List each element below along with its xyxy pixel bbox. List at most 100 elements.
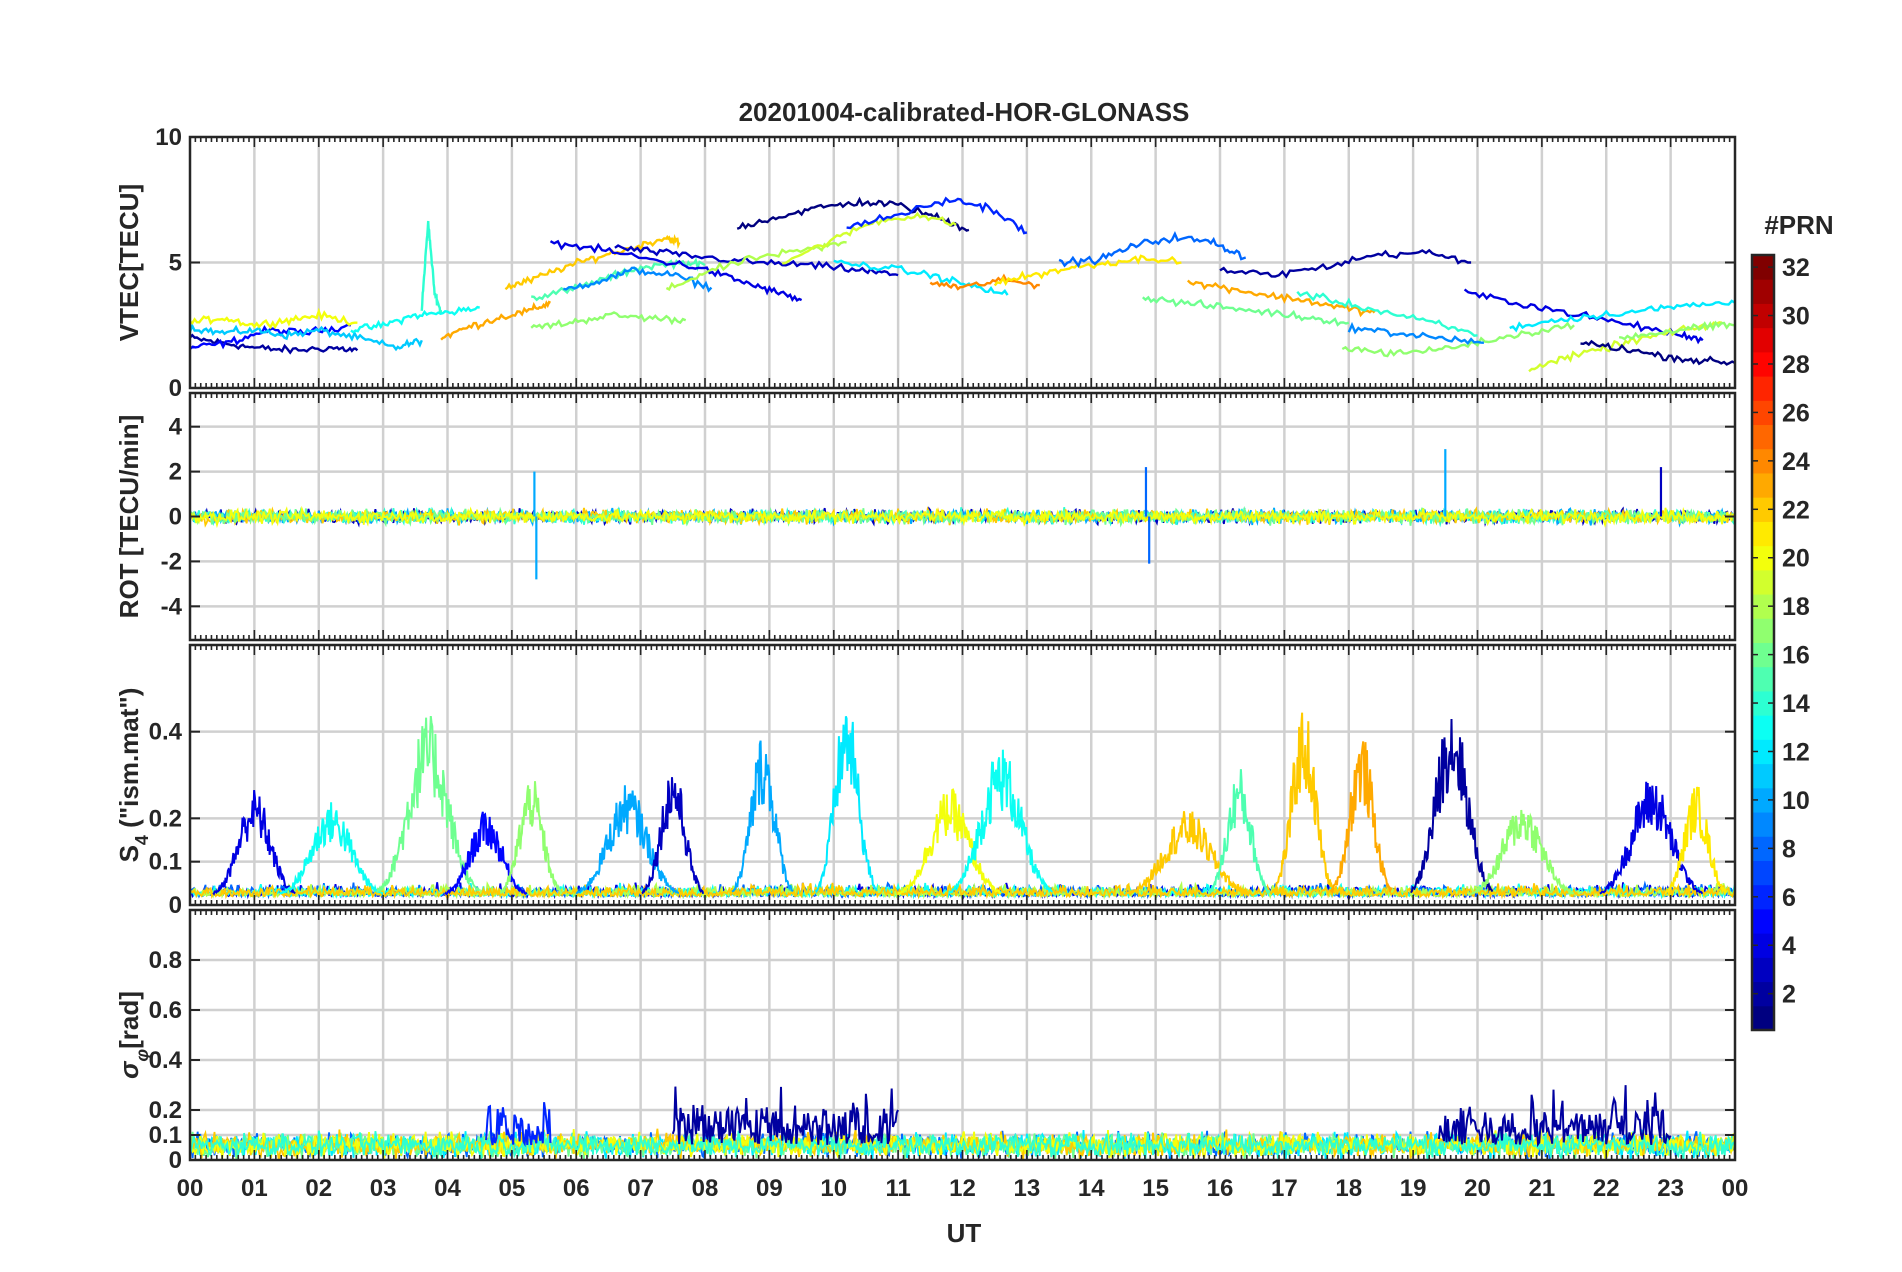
peak-prn-22 [1271, 712, 1335, 893]
chart-title: 20201004-calibrated-HOR-GLONASS [739, 97, 1190, 127]
y-axis-label: S4 ("ism.mat") [114, 688, 152, 863]
series-prn-23 [440, 300, 551, 341]
y-axis-label: ROT [TECU/min] [114, 415, 144, 619]
series-prn-1 [736, 196, 970, 232]
data-lines [190, 449, 1735, 580]
data-lines [190, 196, 1735, 373]
colorbar-swatch [1752, 255, 1774, 280]
colorbar-swatch [1752, 787, 1774, 813]
colorbar-label: #PRN [1764, 210, 1833, 240]
colorbar-swatch [1752, 303, 1774, 329]
series-prn-4 [549, 239, 803, 303]
x-tick-label: 01 [241, 1175, 268, 1202]
colorbar-swatch [1752, 642, 1774, 668]
colorbar-tick-label: 2 [1782, 981, 1796, 1009]
x-ticks [189, 645, 1736, 905]
burst-prn-2 [1437, 1085, 1672, 1148]
peak-prn-17 [499, 781, 563, 895]
colorbar-swatch [1752, 497, 1774, 522]
x-tick-label: 16 [1207, 1175, 1234, 1202]
peak-prn-13 [279, 802, 384, 895]
series-prn-12 [1509, 299, 1735, 333]
colorbar-tick-label: 10 [1782, 787, 1810, 815]
colorbar-swatch [1752, 884, 1774, 910]
series-prn-6 [846, 196, 1028, 235]
x-tick-label: 22 [1593, 1175, 1620, 1202]
y-tick-label: 10 [155, 124, 182, 151]
colorbar-tick-label: 12 [1782, 738, 1810, 766]
y-axis-label: VTEC[TECU] [114, 184, 144, 341]
peak-prn-10 [575, 785, 679, 895]
colorbar-swatch [1752, 376, 1774, 401]
y-tick-label: 0 [169, 892, 182, 919]
colorbar-swatch [1752, 690, 1774, 716]
panel-rot: -4 -2 0 2 4 ROT [TECU/min] [114, 391, 1737, 642]
x-tick-label: 15 [1142, 1175, 1169, 1202]
x-tick-label: 00 [177, 1175, 204, 1202]
y-ticks: 0 5 10 [155, 124, 1735, 402]
y-tick-label: 5 [169, 250, 182, 277]
y-tick-label: 0.4 [149, 719, 183, 746]
x-tick-label: 11 [885, 1175, 910, 1202]
series-prn-9 [563, 266, 713, 293]
colorbar-tick-label: 18 [1782, 593, 1810, 621]
colorbar-tick-label: 22 [1782, 496, 1810, 524]
peak-prn-13 [948, 749, 1054, 894]
peak-prn-12 [814, 715, 878, 894]
panel-sigma: 00.10.2 0.4 0.6 0.8 σφ[rad] [114, 908, 1737, 1174]
y-axis-label: σφ[rad] [114, 991, 152, 1079]
peak-prn-17 [1470, 809, 1575, 896]
x-tick-label: 17 [1271, 1175, 1298, 1202]
y-tick-label: -2 [161, 548, 182, 575]
x-tick-label: 07 [627, 1175, 654, 1202]
y-tick-label: -4 [161, 593, 183, 620]
peak-prn-5 [444, 811, 528, 896]
series-prn-2 [1219, 248, 1472, 279]
colorbar-swatch [1752, 472, 1774, 498]
x-tick-label: 04 [434, 1175, 461, 1202]
colorbar-tick-label: 32 [1782, 254, 1810, 282]
y-ticks: 00.10.2 0.4 0.6 0.8 [149, 947, 1735, 1174]
y-tick-label: 0.8 [149, 947, 182, 974]
x-ticks [189, 910, 1736, 1160]
x-ticks [189, 393, 1736, 640]
x-tick-label: 02 [305, 1175, 332, 1202]
colorbar-swatch [1752, 812, 1774, 837]
series-prn-20 [190, 505, 1735, 529]
x-tick-label: 18 [1335, 1175, 1362, 1202]
series-prn-17 [1341, 321, 1575, 358]
x-tick-label: 03 [370, 1175, 397, 1202]
colorbar-swatch [1752, 351, 1774, 377]
colorbar-tick-label: 6 [1782, 884, 1796, 912]
colorbar-swatch [1752, 933, 1774, 958]
x-tick-label: 09 [756, 1175, 783, 1202]
colorbar-tick-label: 24 [1782, 448, 1810, 476]
series-prn-13 [350, 305, 481, 334]
series-prn-2 [190, 333, 359, 355]
series-prn-20 [190, 307, 358, 330]
colorbar-swatch [1752, 279, 1774, 304]
x-tick-label: 19 [1400, 1175, 1427, 1202]
y-tick-label: 0.2 [149, 1097, 182, 1124]
series-prn-8 [1058, 231, 1247, 269]
colorbar-swatch [1752, 860, 1774, 886]
series-prn-11 [190, 322, 423, 352]
colorbar-swatch [1752, 424, 1774, 450]
peak-prn-15 [1207, 769, 1271, 894]
x-axis-label: UT [947, 1218, 982, 1248]
y-tick-label: 4 [169, 414, 183, 441]
series-prn-14 [190, 1129, 1735, 1160]
y-tick-label: 0 [169, 504, 182, 531]
peak-prn-21 [1664, 786, 1728, 896]
data-lines [190, 1085, 1735, 1160]
y-tick-label: 2 [169, 459, 182, 486]
peak-prn-4 [212, 789, 296, 896]
panels: 0 5 10 VTEC[TECU] -4 -2 0 2 4 ROT [TECU/min] 00.10… [114, 124, 1737, 1174]
y-tick-label: 0 [169, 375, 182, 402]
x-tick-label: 05 [499, 1175, 526, 1202]
x-tick-label: 10 [820, 1175, 847, 1202]
peak-prn-4 [1599, 781, 1704, 895]
panel-s4: 0 0.1 0.2 0.4S4 ("ism.mat") [114, 643, 1737, 919]
colorbar-tick-label: 14 [1782, 690, 1810, 718]
